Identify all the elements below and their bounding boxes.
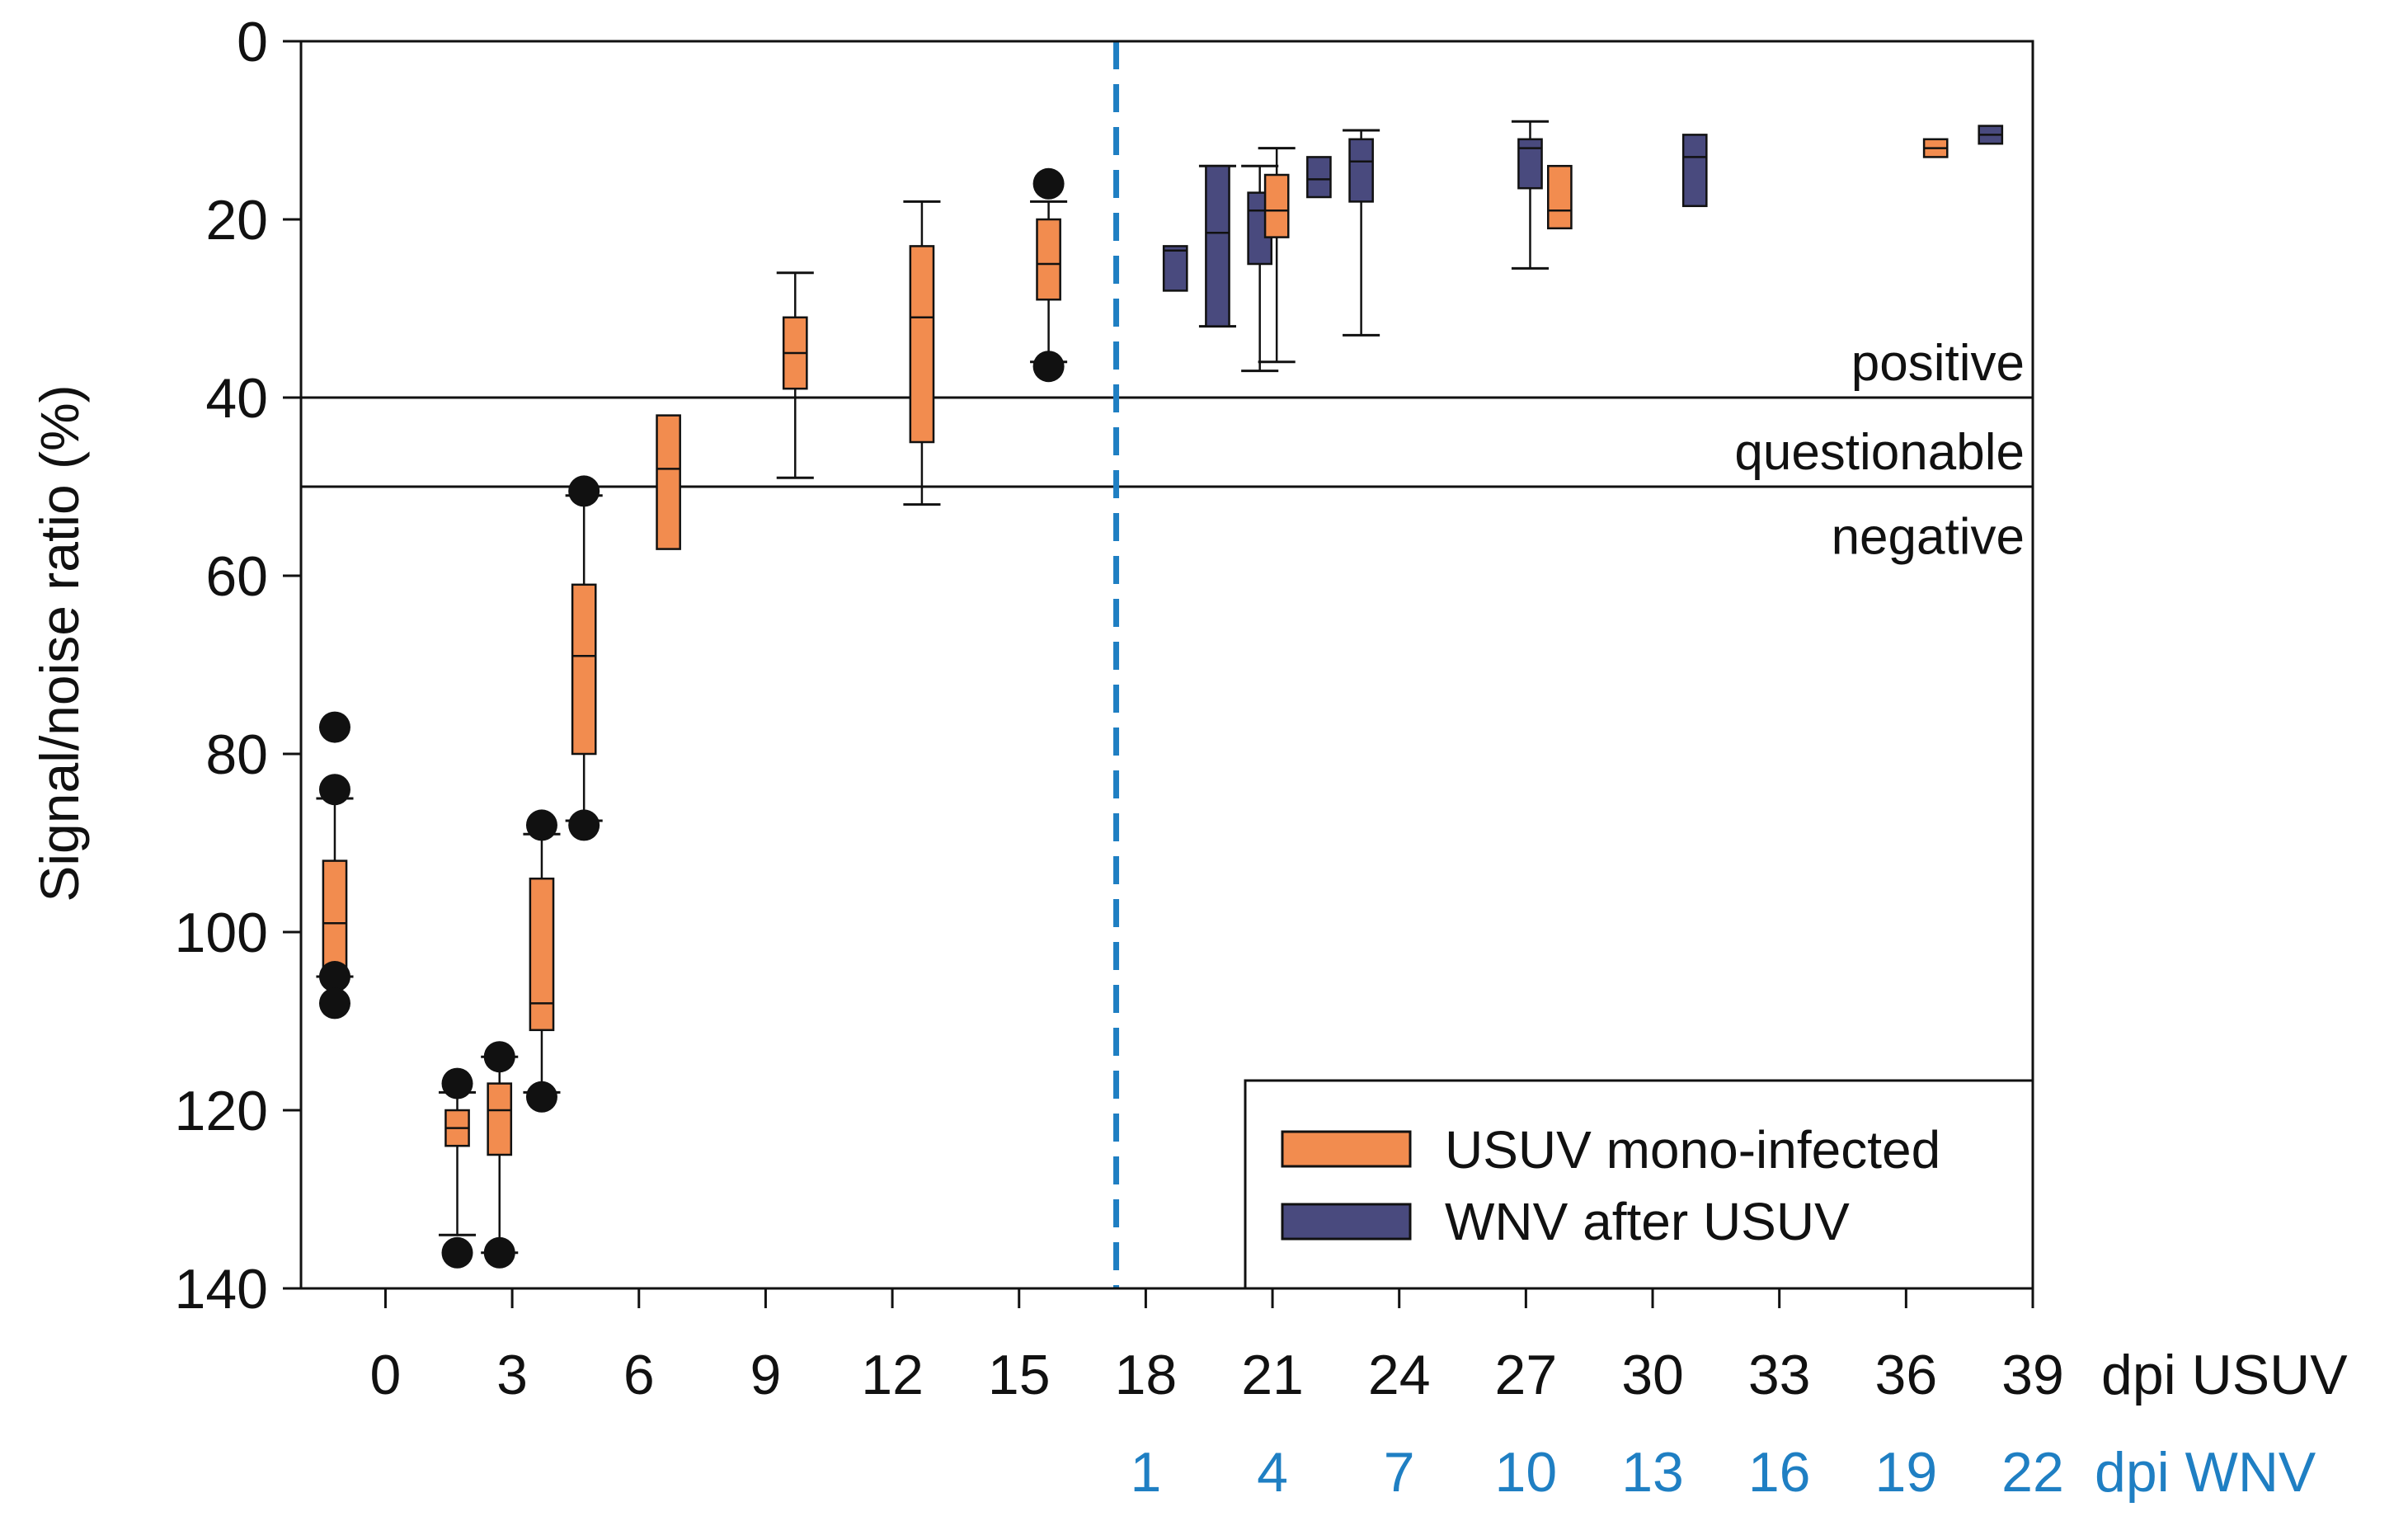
outlier-point <box>483 1041 515 1073</box>
box-usuv-7 <box>903 200 941 506</box>
y-axis-title: Signal/noise ratio (%) <box>29 384 90 902</box>
outlier-point <box>568 809 600 841</box>
plot-frame <box>299 40 2034 1290</box>
outlier-point <box>1032 351 1065 383</box>
box-body <box>1205 164 1230 327</box>
outlier-point <box>483 1236 515 1269</box>
x-axis-wnv: 1 4 7 10 13 16 19 22 <box>1130 1441 2063 1504</box>
box-body <box>909 245 935 444</box>
x-tick-label-wnv: 16 <box>1748 1441 1811 1504</box>
y-tick-label: 100 <box>175 902 268 964</box>
x-tick-label: 27 <box>1495 1344 1558 1406</box>
region-label-negative: negative <box>1832 508 2025 565</box>
outlier-point <box>568 475 600 507</box>
box-wnv-17 <box>1681 134 1708 208</box>
box-usuv-1 <box>438 1067 477 1269</box>
x-tick-label: 12 <box>861 1344 924 1406</box>
box-wnv-13 <box>1306 156 1332 199</box>
x-tick-label-wnv: 7 <box>1384 1441 1415 1504</box>
x-tick-label: 21 <box>1241 1344 1304 1406</box>
x-tick-label: 24 <box>1368 1344 1431 1406</box>
x-tick-label-wnv: 19 <box>1875 1441 1938 1504</box>
box-body <box>1162 245 1188 292</box>
x-unit-usuv: dpi USUV <box>2101 1344 2348 1406</box>
box-usuv-18 <box>1922 138 1949 158</box>
box-usuv-3 <box>523 809 561 1113</box>
legend-swatch-wnv <box>1281 1203 1412 1241</box>
legend-box <box>1244 1079 2034 1290</box>
outlier-point <box>318 774 350 806</box>
outlier-point <box>441 1236 473 1269</box>
outlier-point <box>1032 167 1065 200</box>
legend-label-usuv: USUV mono-infected <box>1445 1120 1940 1180</box>
box-body <box>1036 218 1061 301</box>
x-tick-label: 36 <box>1875 1344 1938 1406</box>
x-tick-label: 18 <box>1115 1344 1178 1406</box>
x-tick-label: 6 <box>623 1344 655 1406</box>
box-body <box>571 583 597 756</box>
x-tick-label: 30 <box>1621 1344 1684 1406</box>
x-tick-label: 9 <box>750 1344 782 1406</box>
region-label-positive: positive <box>1851 335 2025 392</box>
legend-swatch-usuv <box>1281 1130 1412 1168</box>
box-body <box>322 859 348 969</box>
box-usuv-0 <box>316 711 354 1019</box>
box-body <box>487 1082 513 1156</box>
box-usuv-4 <box>565 475 603 841</box>
outlier-point <box>318 711 350 743</box>
box-body <box>529 877 555 1032</box>
outlier-point <box>441 1067 473 1100</box>
box-wnv-10 <box>1198 164 1236 328</box>
x-tick-label: 33 <box>1748 1344 1811 1406</box>
box-body <box>1681 134 1708 208</box>
x-tick-label-wnv: 10 <box>1495 1441 1558 1504</box>
box-wnv-15 <box>1511 120 1550 270</box>
region-label-questionable: questionable <box>1734 424 2025 481</box>
y-tick-label: 80 <box>205 723 268 786</box>
y-tick-label: 20 <box>205 189 268 252</box>
box-wnv-19 <box>1978 125 2004 145</box>
outlier-point <box>318 961 350 992</box>
box-usuv-5 <box>656 414 681 550</box>
box-usuv-2 <box>481 1041 519 1269</box>
outlier-point <box>318 987 350 1019</box>
box-wnv-9 <box>1162 245 1188 292</box>
box-body <box>656 414 681 550</box>
box-series <box>316 120 2004 1269</box>
box-body <box>1348 138 1374 203</box>
x-unit-wnv: dpi WNV <box>2095 1441 2316 1504</box>
box-usuv-8 <box>1030 167 1068 383</box>
box-body <box>1306 156 1332 199</box>
box-body <box>1517 138 1543 190</box>
box-body <box>1547 164 1573 230</box>
legend: USUV mono-infected WNV after USUV <box>1244 1079 2034 1290</box>
x-tick-label-wnv: 1 <box>1130 1441 1161 1504</box>
x-axis: 0 3 6 9 12 15 18 21 24 27 30 33 36 39 <box>370 1288 2064 1406</box>
y-axis: 0 20 40 60 80 100 120 140 <box>175 11 301 1321</box>
y-tick-label: 60 <box>205 545 268 608</box>
y-tick-label: 40 <box>205 367 268 430</box>
y-tick-label: 140 <box>175 1258 268 1321</box>
box-usuv-6 <box>776 271 814 479</box>
outlier-point <box>525 1081 557 1113</box>
legend-label-wnv: WNV after USUV <box>1445 1192 1850 1251</box>
y-tick-label: 0 <box>237 11 268 73</box>
region-labels: positive questionable negative <box>1734 335 2025 566</box>
box-body <box>1263 173 1290 238</box>
x-tick-label-wnv: 13 <box>1621 1441 1684 1504</box>
x-tick-label: 3 <box>496 1344 528 1406</box>
x-tick-label-wnv: 22 <box>2001 1441 2064 1504</box>
x-tick-label: 39 <box>2001 1344 2064 1406</box>
x-tick-label: 15 <box>988 1344 1051 1406</box>
box-wnv-14 <box>1343 129 1380 337</box>
x-tick-label: 0 <box>370 1344 402 1406</box>
x-tick-label-wnv: 4 <box>1257 1441 1288 1504</box>
outlier-point <box>525 809 557 841</box>
box-usuv-16 <box>1547 164 1573 230</box>
box-usuv-12 <box>1258 147 1296 364</box>
y-tick-label: 120 <box>175 1080 268 1142</box>
